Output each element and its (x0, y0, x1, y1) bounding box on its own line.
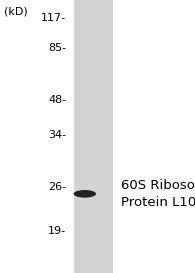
Text: 19-: 19- (48, 226, 66, 236)
Text: 117-: 117- (41, 13, 66, 23)
Text: 34-: 34- (48, 130, 66, 140)
Text: (kD): (kD) (4, 6, 28, 16)
Text: 60S Ribosomal
Protein L10: 60S Ribosomal Protein L10 (121, 179, 195, 209)
Text: 85-: 85- (48, 43, 66, 53)
Ellipse shape (74, 190, 96, 198)
Text: 26-: 26- (48, 182, 66, 192)
Bar (74, 0, 113, 273)
Text: 48-: 48- (48, 95, 66, 105)
